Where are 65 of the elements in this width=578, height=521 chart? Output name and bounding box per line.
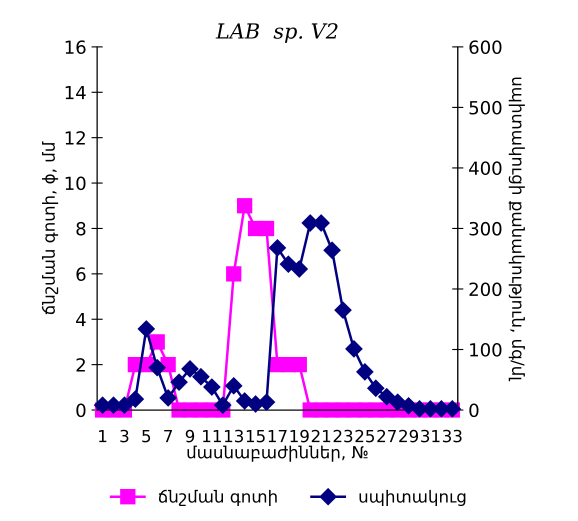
- point: [237, 198, 252, 214]
- y-tick-label: 12: [66, 131, 85, 145]
- point: [290, 260, 308, 278]
- point: [236, 392, 254, 410]
- x-tick-label: 29: [399, 430, 418, 442]
- x-tick-label: 11: [203, 430, 221, 442]
- y-axis-title: ճնշման գոտի, ϕ, մմ: [42, 141, 58, 314]
- x-tick-label: 31: [421, 430, 440, 442]
- point: [292, 356, 307, 372]
- x-tick-label: 19: [290, 430, 309, 442]
- x-tick-label: 33: [442, 430, 462, 442]
- y-tick-label: 2: [76, 358, 85, 372]
- x-tick-label: 17: [268, 430, 287, 442]
- chart-title: LAB sp. V2: [216, 23, 338, 43]
- y-tick-label: 10: [66, 176, 86, 190]
- point: [160, 389, 177, 406]
- y2-tick-label: 400: [469, 161, 502, 176]
- point: [150, 334, 165, 350]
- x-tick-label: 15: [246, 430, 265, 442]
- y2-tick-label: 0: [469, 403, 478, 418]
- x-tick-label: 3: [120, 430, 128, 442]
- x-tick-label: 25: [355, 430, 374, 442]
- point: [356, 363, 374, 380]
- point: [324, 242, 341, 259]
- y2-tick-label: 200: [470, 282, 502, 296]
- x-tick-label: 1: [99, 430, 106, 442]
- y2-tick-label: 300: [470, 222, 502, 236]
- legend-label: ճնշման գոտի: [158, 490, 277, 506]
- point: [268, 239, 286, 256]
- point: [345, 340, 362, 358]
- x-axis-title: մասնաբաժիններ, №: [188, 446, 368, 462]
- point: [225, 377, 242, 394]
- point: [280, 256, 297, 273]
- y-tick-label: 6: [76, 267, 86, 281]
- x-tick-label: 5: [142, 430, 150, 442]
- point: [148, 359, 166, 376]
- y2-axis-title: սպիտակուցի քանակություն, մգ/մլ: [508, 78, 525, 382]
- point: [367, 380, 384, 397]
- y-tick-label: 8: [76, 222, 86, 236]
- y2-tick-label: 600: [469, 40, 502, 54]
- legend-label: սպիտակուց: [360, 490, 466, 506]
- x-tick-label: 21: [312, 430, 330, 442]
- y-tick-label: 16: [66, 40, 86, 54]
- point: [258, 220, 274, 236]
- point: [181, 360, 199, 378]
- point: [214, 396, 232, 414]
- x-tick-label: 9: [186, 430, 194, 442]
- point: [126, 390, 144, 408]
- y-tick-label: 4: [76, 312, 86, 326]
- point: [192, 368, 210, 386]
- point: [389, 394, 406, 411]
- y2-tick-label: 500: [470, 100, 502, 115]
- x-tick-label: 27: [377, 430, 396, 442]
- y-tick-label: 0: [76, 403, 86, 418]
- point: [138, 320, 155, 338]
- point: [226, 266, 242, 282]
- point: [334, 302, 352, 319]
- y2-tick-label: 100: [470, 342, 502, 357]
- point: [203, 378, 220, 396]
- x-tick-label: 23: [334, 430, 352, 442]
- point: [378, 388, 396, 406]
- y-tick-label: 14: [66, 86, 86, 100]
- x-tick-label: 13: [224, 430, 243, 442]
- x-tick-label: 7: [164, 430, 172, 442]
- point: [170, 374, 188, 391]
